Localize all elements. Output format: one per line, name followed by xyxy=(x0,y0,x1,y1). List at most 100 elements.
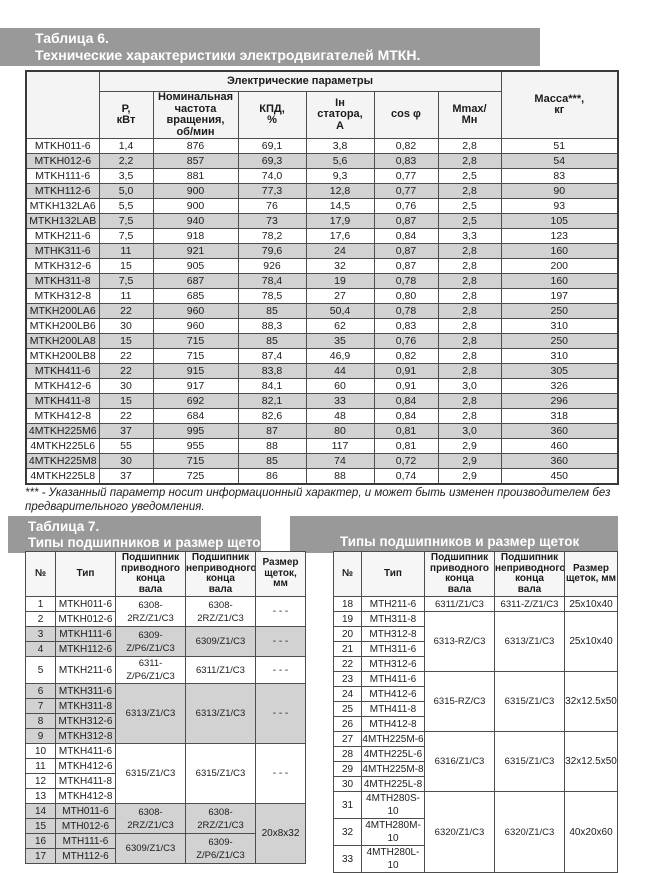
table-row: 4MTKH225L6 55 955 88 117 0,81 2,9 460 xyxy=(25,438,619,454)
table-cell: 6308-2RZ/Z1/C3 xyxy=(115,596,186,627)
table-cell: 6316/Z1/C3 xyxy=(424,731,495,792)
table-row: 2 MTKH012-6 xyxy=(25,611,306,627)
table-row: MTKH412-8 22 684 82,6 48 0,84 2,8 318 xyxy=(25,408,619,424)
table-row: 14 MTH011-6 6308-2RZ/Z1/C3 6308-2RZ/Z1/C3 20… xyxy=(25,803,306,864)
table-cell: 0,91 xyxy=(373,378,439,394)
table-row: 6 MTKH311-6 6313/Z1/C3 6313/Z1/C3- - - xyxy=(25,683,306,744)
table-row: 4MTKH225L8 37 725 86 88 0,74 2,9 450 xyxy=(25,468,619,485)
table-cell: MTKH411-8 xyxy=(25,393,100,409)
t6-col-speed: Номинальная частота вращения, об/мин xyxy=(152,91,239,139)
table-cell: 25 xyxy=(333,701,362,717)
table-cell: 74,0 xyxy=(237,168,307,184)
table-cell: 250 xyxy=(500,303,619,319)
table-cell: 6313/Z1/C3 xyxy=(115,683,186,744)
table-cell: 22 xyxy=(333,656,362,672)
table-cell: 24 xyxy=(305,243,375,259)
table-cell: 50,4 xyxy=(305,303,375,319)
table-cell: 450 xyxy=(500,468,619,485)
table7-right-body: 18 MTH211-6 6311/Z1/C3 6311-Z/Z1/C3 25x10x40… xyxy=(333,596,618,873)
table-cell: 917 xyxy=(152,378,239,394)
table-cell: 27 xyxy=(333,731,362,747)
table-cell: 32 xyxy=(333,818,362,846)
table-row: 18 MTH211-6 6311/Z1/C3 6311-Z/Z1/C3 25x10x40 xyxy=(333,596,618,612)
table-cell: MTKH111-6 xyxy=(25,168,100,184)
t7l-col-num: № xyxy=(25,551,56,597)
table-cell: 2,5 xyxy=(437,213,502,229)
table-cell: 14,5 xyxy=(305,198,375,214)
table-cell: 20x8x32 xyxy=(255,803,306,864)
table-row: 10 MTKH411-6 6315/Z1/C3 6315/Z1/C3- - - xyxy=(25,743,306,804)
table-cell: 857 xyxy=(152,153,239,169)
table-cell: 2,8 xyxy=(437,303,502,319)
table-cell: 0,72 xyxy=(373,453,439,469)
table6-group-header-row: Электрические параметры Масса***, кг xyxy=(25,70,619,139)
table-cell: - - - xyxy=(255,743,306,804)
table-cell: 85 xyxy=(237,303,307,319)
table-cell: MTKH012-6 xyxy=(25,153,100,169)
table-cell: 2 xyxy=(25,611,56,627)
table-cell: 7 xyxy=(25,698,56,714)
table-cell: 74 xyxy=(305,453,375,469)
table6-columns-row: Р, кВт Номинальная частота вращения, об/… xyxy=(26,91,618,139)
table-row: 1 MTKH011-6 6308-2RZ/Z1/C3 6308-2RZ/Z1/C3- … xyxy=(25,596,306,627)
table-row: 31 4MTH280S-10 6320/Z1/C3 6320/Z1/C3 40x20x6… xyxy=(333,791,618,873)
table-cell: 2,8 xyxy=(437,348,502,364)
table-cell: 0,77 xyxy=(373,168,439,184)
table-cell: 93 xyxy=(500,198,619,214)
t6-col-efficiency: КПД, % xyxy=(237,91,307,139)
table-cell: 7,5 xyxy=(98,213,154,229)
table-cell: 30 xyxy=(98,318,154,334)
table-cell: 0,87 xyxy=(373,213,439,229)
table-cell: 0,78 xyxy=(373,273,439,289)
table-cell: 88,3 xyxy=(237,318,307,334)
table-cell: 6320/Z1/C3 xyxy=(494,791,565,873)
table-cell: 0,76 xyxy=(373,198,439,214)
table-cell: MTH012-6 xyxy=(55,818,116,834)
table-cell: MTH312-6 xyxy=(361,656,425,672)
table7-left-bearings: № Тип Подшипник приводного конца вала По… xyxy=(25,551,306,864)
table-cell: 6313-RZ/C3 xyxy=(424,611,495,672)
table-cell: - - - xyxy=(255,626,306,657)
table-cell: 921 xyxy=(152,243,239,259)
table-cell: 73 xyxy=(237,213,307,229)
table-cell: 86 xyxy=(237,468,307,485)
table-cell: 84,1 xyxy=(237,378,307,394)
table-cell: 4MTKH225L8 xyxy=(25,468,100,485)
table-cell: MTH112-6 xyxy=(55,848,116,864)
table-row: 13 MTKH412-8 xyxy=(25,788,306,804)
table-cell: 3,8 xyxy=(305,138,375,154)
table6-banner-title: Таблица 6. xyxy=(35,30,109,46)
table-cell: 62 xyxy=(305,318,375,334)
table-cell: 4MTH225M-8 xyxy=(361,761,425,777)
table-cell: 955 xyxy=(152,438,239,454)
table-cell: 22 xyxy=(98,408,154,424)
table-cell: MTH011-6 xyxy=(55,803,116,819)
table-cell: 360 xyxy=(500,423,619,439)
table-row: 16 MTH111-6 6309/Z1/C3 6309-Z/P6/Z1/C3 xyxy=(25,833,306,864)
table-cell: 87 xyxy=(237,423,307,439)
footnote: *** - Указанный параметр носит информаци… xyxy=(25,487,611,513)
table-cell: 6315/Z1/C3 xyxy=(185,743,256,804)
table-cell: 4MTH225L-6 xyxy=(361,746,425,762)
table-row: MTHK311-6 11 921 79,6 24 0,87 2,8 160 xyxy=(25,243,619,259)
table-cell: 25x10x40 xyxy=(564,611,618,672)
table-row: 11 MTKH412-6 xyxy=(25,758,306,774)
table-cell: 19 xyxy=(305,273,375,289)
table-cell: 24 xyxy=(333,686,362,702)
table-cell: 88 xyxy=(237,438,307,454)
table-cell: 6309-Z/P6/Z1/C3 xyxy=(115,626,186,657)
table-cell: 0,84 xyxy=(373,228,439,244)
table-cell: 6311-Z/Z1/C3 xyxy=(494,596,565,612)
table-cell: 6315-RZ/C3 xyxy=(424,671,495,732)
table-cell: 35 xyxy=(305,333,375,349)
table-cell: MTKH132LA6 xyxy=(25,198,100,214)
table-cell: 6315/Z1/C3 xyxy=(115,743,186,804)
table-cell: 4MTKH225M6 xyxy=(25,423,100,439)
table-cell: 0,82 xyxy=(373,348,439,364)
table-cell: 6311/Z1/C3 xyxy=(424,596,495,612)
table-cell: 0,82 xyxy=(373,138,439,154)
table-cell: 2,8 xyxy=(437,363,502,379)
table-cell: 5,6 xyxy=(305,153,375,169)
table-cell: MTKH412-8 xyxy=(55,788,116,804)
table-cell: MTKH211-6 xyxy=(55,656,116,684)
